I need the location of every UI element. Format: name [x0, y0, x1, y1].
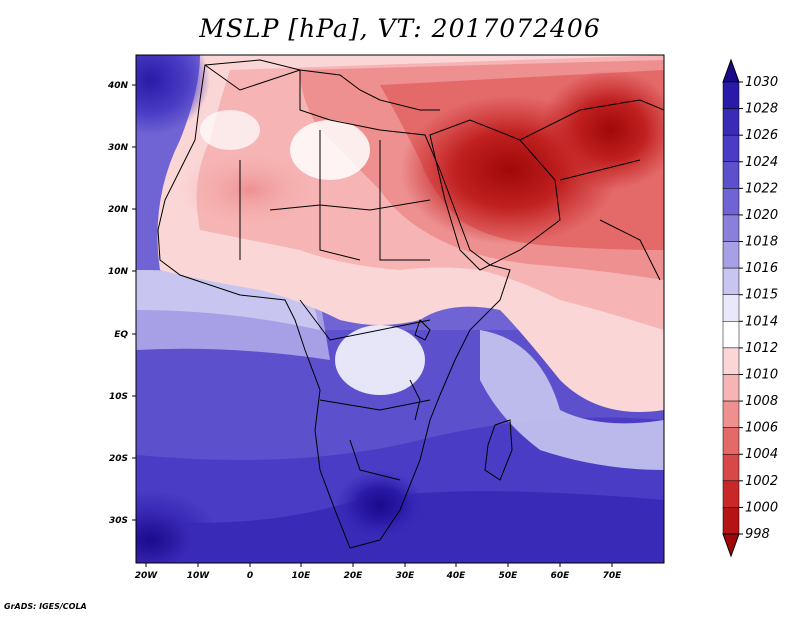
colorbar-swatch [722, 480, 740, 508]
colorbar-level-label: 1018 [745, 235, 778, 250]
colorbar-level-label: 1026 [745, 128, 778, 143]
colorbar-level-label: 1016 [745, 261, 778, 276]
colorbar-swatches [722, 58, 740, 558]
colorbar-level-label: 1012 [745, 341, 778, 356]
colorbar-level-label: 1004 [745, 447, 778, 462]
colorbar-swatch [722, 214, 740, 242]
colorbar-level-label: 1015 [745, 288, 778, 303]
colorbar-bottom-arrow [722, 533, 740, 558]
colorbar-swatch [722, 321, 740, 349]
coastlines [157, 59, 664, 549]
pressure-field [136, 55, 664, 563]
y-tick-label: 10S [109, 392, 128, 402]
colorbar-swatch [722, 400, 740, 428]
credit-text: GrADS: IGES/COLA [4, 602, 87, 611]
colorbar-level-label: 1006 [745, 421, 778, 436]
colorbar-swatch [722, 108, 740, 136]
plot-frame [135, 54, 665, 564]
colorbar-swatch [722, 267, 740, 295]
colorbar-level-label: 1020 [745, 208, 778, 223]
colorbar-level-label: 1008 [745, 394, 778, 409]
colorbar-swatch [722, 427, 740, 455]
y-tick-label: 40N [107, 81, 129, 91]
map-title: MSLP [hPa], VT: 2017072406 [199, 14, 601, 43]
colorbar-top-arrow [722, 58, 740, 83]
colorbar-level-label: 1024 [745, 155, 778, 170]
y-tick-label: EQ [114, 330, 128, 340]
colorbar-swatch [722, 161, 740, 189]
colorbar-swatch [722, 374, 740, 402]
x-axis: 20W 10W 0 10E 20E 30E 40E 50E 60E 70E [135, 563, 622, 581]
y-tick-label: 20S [109, 454, 128, 464]
y-tick-label: 10N [108, 267, 129, 277]
y-axis: 40N 30N 20N 10N EQ 10S 20S 30S [107, 81, 136, 526]
colorbar-swatch [722, 453, 740, 482]
x-tick-label: 50E [499, 571, 519, 581]
colorbar-level-label: 1030 [745, 75, 778, 90]
y-tick-label: 30N [108, 143, 129, 153]
colorbar-swatch [722, 81, 740, 109]
colorbar-swatch [722, 294, 740, 322]
colorbar-level-label: 1002 [745, 474, 778, 489]
colorbar-swatch [722, 507, 740, 535]
colorbar-level-label: 1000 [745, 500, 778, 515]
x-tick-label: 10E [292, 571, 312, 581]
x-tick-label: 60E [551, 571, 571, 581]
colorbar-swatch [722, 134, 740, 163]
colorbar: 1030 1028 1026 1024 1022 1020 1018 1016 1015 1014… [722, 58, 778, 558]
x-tick-label: 0 [247, 571, 253, 581]
y-tick-label: 20N [108, 205, 129, 215]
colorbar-swatch [722, 188, 740, 216]
colorbar-level-label: 998 [745, 527, 770, 542]
colorbar-level-label: 1010 [745, 367, 778, 382]
x-tick-label: 10W [187, 571, 211, 581]
x-tick-label: 40E [446, 571, 467, 581]
colorbar-level-label: 1014 [745, 314, 778, 329]
colorbar-level-label: 1028 [745, 102, 778, 117]
x-tick-label: 20W [135, 571, 159, 581]
colorbar-swatch [722, 241, 740, 269]
x-tick-label: 30E [396, 571, 416, 581]
x-tick-label: 70E [603, 571, 623, 581]
y-tick-label: 30S [109, 516, 128, 526]
x-tick-label: 20E [344, 571, 364, 581]
colorbar-level-label: 1022 [745, 181, 778, 196]
colorbar-labels: 1030 1028 1026 1024 1022 1020 1018 1016 1015 1014… [739, 75, 778, 542]
colorbar-swatch [722, 347, 740, 375]
